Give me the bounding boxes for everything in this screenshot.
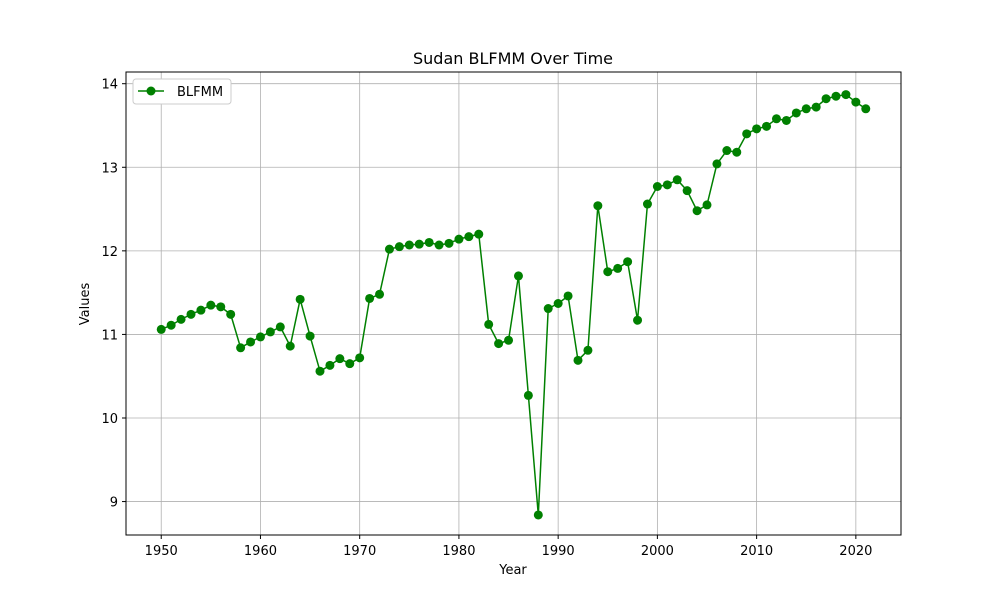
x-tick-label: 2020	[839, 544, 872, 559]
legend-entry-label: BLFMM	[177, 85, 223, 100]
data-point	[652, 181, 662, 191]
data-point	[712, 159, 722, 169]
data-point	[702, 200, 712, 210]
data-point	[335, 354, 345, 364]
data-point	[216, 302, 226, 312]
y-axis-label: Values	[78, 283, 93, 326]
y-axis-ticks: 9 10 11 12 13 14	[101, 78, 126, 511]
data-point	[414, 239, 424, 249]
data-point	[424, 237, 434, 247]
y-tick-label: 12	[101, 245, 118, 260]
data-point	[801, 104, 811, 114]
data-point	[404, 240, 414, 250]
data-point	[394, 242, 404, 252]
data-point	[325, 360, 335, 370]
data-point	[275, 322, 285, 332]
data-point	[742, 129, 752, 139]
data-point	[781, 115, 791, 125]
x-axis-ticks: 1950 1960 1970 1980 1990 2000 2010 2020	[145, 535, 872, 559]
grid-lines	[126, 72, 901, 535]
data-point	[771, 114, 781, 124]
data-point	[623, 257, 633, 267]
chart-title: Sudan BLFMM Over Time	[413, 49, 613, 68]
data-point	[732, 147, 742, 157]
data-point	[315, 366, 325, 376]
data-point	[613, 263, 623, 273]
data-point	[176, 314, 186, 324]
data-point	[841, 90, 851, 100]
legend-marker-sample	[146, 86, 156, 96]
x-tick-label: 1960	[244, 544, 277, 559]
x-axis-label: Year	[498, 563, 527, 578]
y-tick-label: 9	[110, 496, 118, 511]
data-point	[513, 271, 523, 281]
data-point	[246, 337, 256, 347]
data-point	[285, 341, 295, 351]
data-point	[593, 201, 603, 211]
data-point	[206, 300, 216, 310]
y-tick-label: 11	[101, 328, 118, 343]
data-point	[345, 359, 355, 369]
data-point	[484, 319, 494, 329]
data-point	[504, 335, 514, 345]
data-point	[682, 186, 692, 196]
x-tick-label: 2010	[740, 544, 773, 559]
data-point	[156, 324, 166, 334]
data-point	[444, 238, 454, 248]
series-layer	[156, 90, 871, 520]
plot-area-frame	[125, 71, 902, 536]
y-tick-label: 13	[101, 161, 118, 176]
data-point	[305, 331, 315, 341]
data-point	[573, 355, 583, 365]
data-point	[295, 294, 305, 304]
legend-box	[132, 78, 232, 105]
data-point	[494, 339, 504, 349]
data-point	[365, 293, 375, 303]
data-point	[811, 102, 821, 112]
data-point	[434, 240, 444, 250]
data-point	[375, 289, 385, 299]
data-point	[454, 234, 464, 244]
data-point	[583, 345, 593, 355]
data-point	[166, 320, 176, 330]
data-point	[672, 175, 682, 185]
x-tick-label: 1950	[145, 544, 178, 559]
y-tick-label: 10	[101, 412, 118, 427]
data-point	[563, 291, 573, 301]
x-tick-label: 1980	[442, 544, 475, 559]
data-point	[861, 104, 871, 114]
data-point	[722, 146, 732, 156]
x-tick-label: 1990	[542, 544, 575, 559]
data-point	[543, 304, 553, 314]
data-point	[186, 309, 196, 319]
data-point	[692, 206, 702, 216]
x-tick-label: 1970	[343, 544, 376, 559]
data-point	[851, 97, 861, 107]
data-point	[464, 232, 474, 242]
data-point	[196, 305, 206, 315]
data-point	[226, 309, 236, 319]
data-point	[236, 343, 246, 353]
data-point	[603, 267, 613, 277]
data-point	[762, 121, 772, 131]
x-tick-label: 2000	[641, 544, 674, 559]
data-point	[474, 229, 484, 239]
data-point	[633, 315, 643, 325]
data-point	[265, 327, 275, 337]
data-point	[821, 94, 831, 104]
data-point	[355, 353, 365, 363]
data-point	[523, 390, 533, 400]
data-point	[642, 199, 652, 209]
data-point	[553, 299, 563, 308]
data-point	[533, 510, 543, 520]
y-tick-label: 14	[101, 78, 118, 93]
data-point	[752, 124, 762, 134]
legend: BLFMM	[132, 78, 232, 105]
data-point	[255, 332, 265, 342]
data-point	[662, 180, 672, 190]
data-point	[384, 244, 394, 254]
data-point	[791, 108, 801, 118]
data-point	[831, 91, 841, 101]
